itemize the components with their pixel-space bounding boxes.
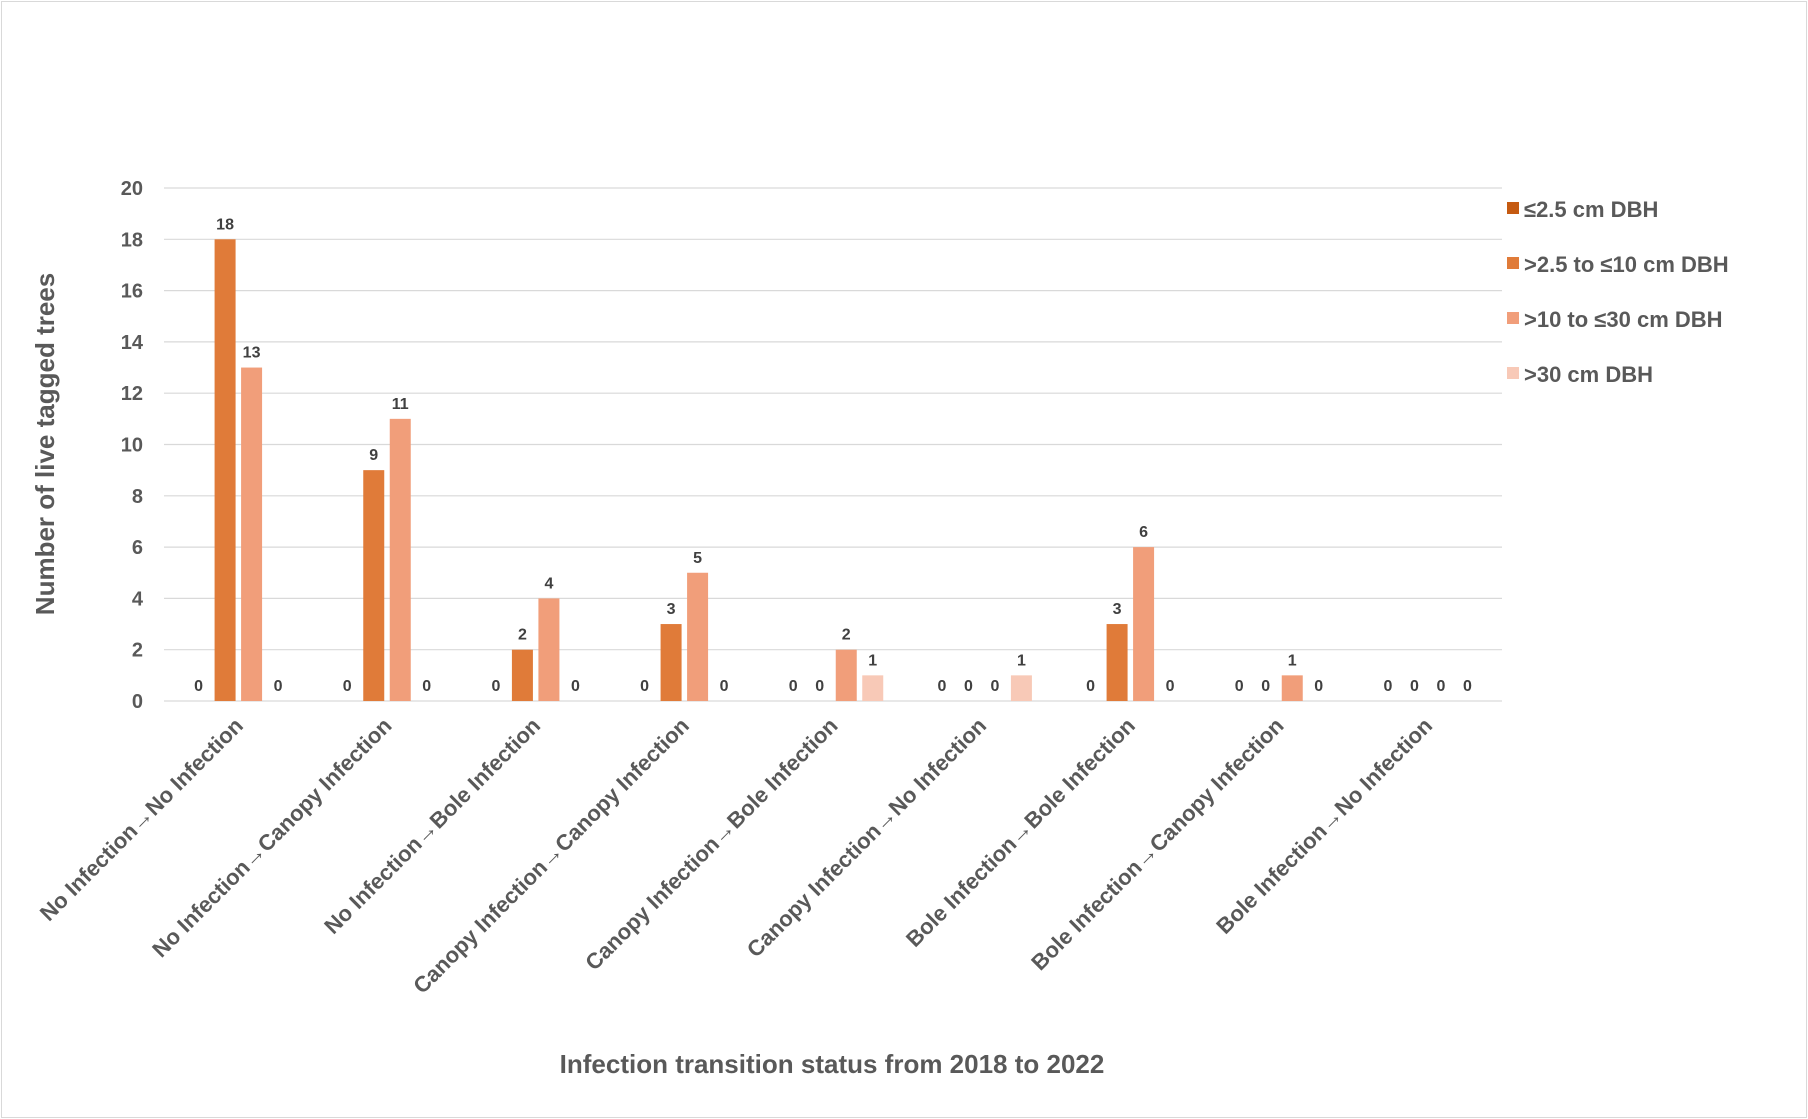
y-tick-label: 14 [121, 332, 144, 354]
bar [862, 675, 884, 701]
data-label: 18 [216, 216, 234, 233]
legend: ≤2.5 cm DBH >2.5 to ≤10 cm DBH >10 to ≤30 … [1507, 197, 1729, 387]
x-tick-label: Canopy Infection→Bole Infection [580, 713, 842, 975]
data-label: 0 [194, 678, 203, 695]
y-tick-label: 10 [121, 435, 143, 457]
y-tick-label: 12 [121, 383, 143, 405]
data-label: 2 [518, 627, 527, 644]
data-label: 3 [1113, 601, 1122, 618]
y-axis-label: Number of live tagged trees [30, 273, 60, 615]
data-label: 0 [1314, 678, 1323, 695]
data-label: 0 [491, 678, 500, 695]
data-label: 0 [1410, 678, 1419, 695]
x-tick-label: Canopy Infection→No Infection [742, 713, 991, 962]
data-label: 0 [815, 678, 824, 695]
data-label: 0 [1235, 678, 1244, 695]
data-label: 0 [990, 678, 999, 695]
legend-label: >2.5 to ≤10 cm DBH [1524, 252, 1729, 277]
legend-label: >30 cm DBH [1524, 362, 1653, 387]
data-label: 1 [1017, 652, 1026, 669]
data-label: 0 [274, 678, 283, 695]
x-axis-label: Infection transition status from 2018 to… [560, 1049, 1105, 1079]
bar [687, 572, 709, 701]
y-tick-label: 8 [132, 486, 143, 508]
x-tick-label: Canopy Infection→Canopy Infection [408, 713, 694, 999]
y-tick-label: 2 [132, 640, 143, 662]
data-label: 13 [243, 345, 261, 362]
gridlines [164, 187, 1502, 702]
y-tick-label: 18 [121, 229, 143, 251]
data-label: 11 [392, 396, 409, 413]
bar [1106, 624, 1128, 701]
data-label: 0 [422, 678, 431, 695]
data-label: 0 [571, 678, 580, 695]
data-label: 0 [720, 678, 729, 695]
data-label: 0 [1166, 678, 1175, 695]
bar [389, 418, 411, 701]
data-label: 0 [1463, 678, 1472, 695]
data-label: 0 [1383, 678, 1392, 695]
data-label: 0 [1436, 678, 1445, 695]
data-label: 6 [1139, 524, 1148, 541]
x-tick-label: No Infection→Canopy Infection [147, 713, 396, 962]
y-tick-label: 0 [132, 691, 143, 713]
y-tick-label: 6 [132, 537, 143, 559]
data-label: 1 [1288, 652, 1297, 669]
data-label: 0 [789, 678, 798, 695]
legend-swatch [1507, 367, 1519, 379]
data-label: 0 [1261, 678, 1270, 695]
x-tick-label: Bole Infection→Canopy Infection [1026, 713, 1288, 975]
y-tick-labels: 0 2 4 6 8 10 12 14 16 18 20 [121, 178, 144, 713]
bar [214, 239, 236, 702]
data-label: 0 [640, 678, 649, 695]
y-tick-label: 20 [121, 178, 143, 200]
bar [241, 367, 263, 701]
bar [538, 598, 560, 701]
legend-swatch [1507, 312, 1519, 324]
data-label: 3 [667, 601, 676, 618]
data-label: 2 [842, 627, 851, 644]
data-label: 0 [964, 678, 973, 695]
bar [1010, 675, 1032, 701]
bar [511, 649, 533, 701]
data-label: 9 [369, 447, 378, 464]
bar [660, 624, 682, 701]
bar [835, 649, 857, 701]
legend-swatch [1507, 257, 1519, 269]
y-tick-label: 4 [132, 588, 144, 610]
legend-label: ≤2.5 cm DBH [1524, 197, 1658, 222]
data-label: 4 [544, 575, 553, 592]
bar [1133, 547, 1155, 701]
data-label: 5 [693, 550, 702, 567]
bars [214, 239, 1303, 702]
bar [1281, 675, 1303, 701]
y-tick-label: 16 [121, 281, 143, 303]
data-label: 0 [1086, 678, 1095, 695]
data-label: 0 [937, 678, 946, 695]
data-label: 0 [343, 678, 352, 695]
bar [363, 470, 385, 701]
data-label: 1 [868, 652, 877, 669]
legend-swatch [1507, 202, 1519, 214]
legend-label: >10 to ≤30 cm DBH [1524, 307, 1723, 332]
